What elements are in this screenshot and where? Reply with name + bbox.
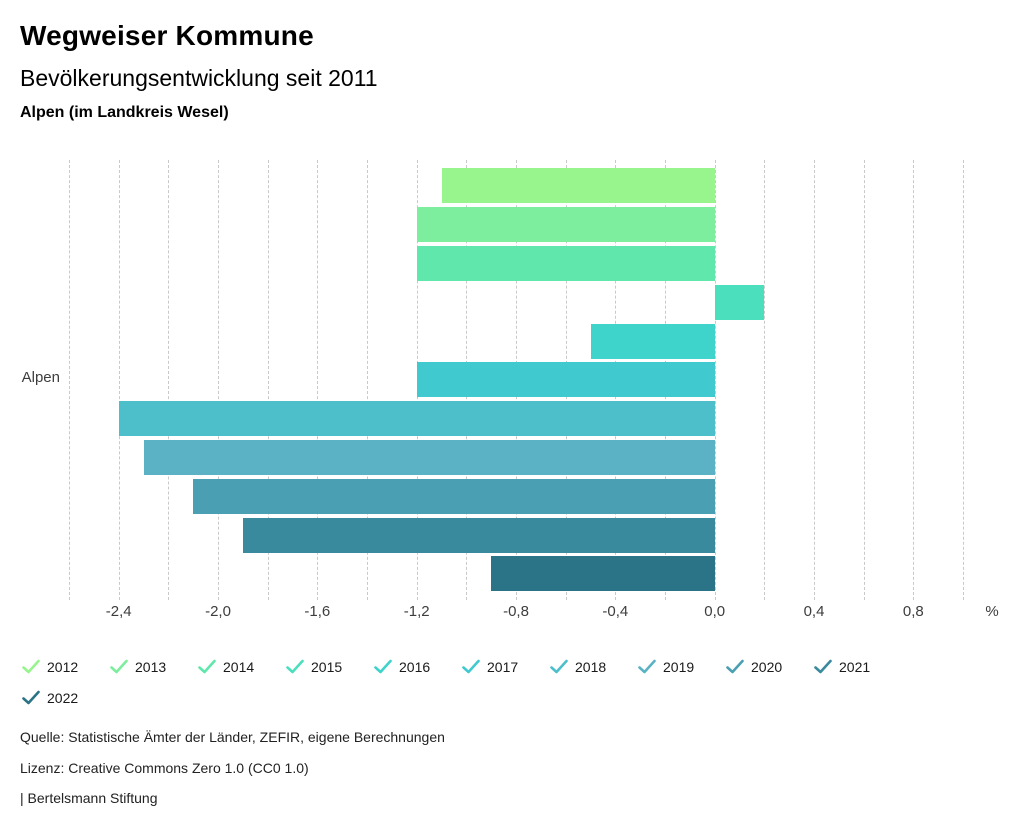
x-tick-label: -2,0 (205, 603, 231, 620)
legend-year-label: 2015 (311, 658, 343, 675)
legend-year-label: 2013 (135, 658, 167, 675)
legend-item-2015[interactable]: 2015 (286, 651, 374, 682)
check-icon (726, 659, 744, 674)
gridline (267, 160, 269, 600)
gridline (913, 160, 915, 600)
legend-item-2021[interactable]: 2021 (814, 651, 902, 682)
x-tick-label: 0,8 (902, 603, 924, 620)
bar-chart-plot-area (69, 160, 964, 600)
check-icon (638, 659, 656, 674)
source-text: Quelle: Statistische Ämter der Länder, Z… (20, 729, 445, 745)
legend-year-label: 2012 (47, 658, 79, 675)
bar-2014[interactable] (416, 245, 715, 281)
legend: 2012 2013 2014 2015 2016 2017 2018 2019 2020 2021… (22, 651, 922, 713)
bar-2013[interactable] (416, 207, 715, 243)
x-tick-label: -0,4 (602, 603, 629, 620)
check-icon (814, 659, 832, 674)
legend-item-2012[interactable]: 2012 (22, 651, 110, 682)
bar-2015[interactable] (714, 284, 765, 320)
x-tick-label: 0,0 (704, 603, 726, 620)
gridline (218, 160, 219, 600)
legend-year-label: 2017 (487, 658, 519, 675)
check-icon (198, 659, 216, 674)
x-tick-label: -2,4 (105, 603, 132, 620)
gridline (814, 160, 815, 600)
chart-title: Bevölkerungsentwicklung seit 2011 (20, 65, 378, 91)
bar-2020[interactable] (193, 478, 715, 514)
gridline (317, 160, 319, 600)
x-tick-label: -1,6 (304, 603, 331, 620)
check-icon (286, 659, 304, 674)
gridline (168, 160, 170, 600)
bar-2018[interactable] (118, 401, 715, 437)
check-icon (374, 659, 392, 674)
legend-year-label: 2014 (223, 658, 255, 675)
y-axis-category-label: Alpen (21, 369, 60, 386)
x-tick-label: -0,8 (503, 603, 529, 620)
bar-2022[interactable] (491, 556, 715, 592)
legend-year-label: 2016 (399, 658, 431, 675)
legend-item-2022[interactable]: 2022 (22, 682, 110, 713)
bar-2021[interactable] (242, 517, 715, 553)
gridline (69, 160, 70, 600)
x-axis-unit: % (985, 603, 999, 620)
legend-year-label: 2019 (663, 658, 695, 675)
legend-item-2016[interactable]: 2016 (374, 651, 462, 682)
gridline (367, 160, 368, 600)
x-axis: % -2,4 -2,0 -1,6 -1,2 -0,8 -0,4 0,0 0,4 0,8 (69, 603, 1024, 623)
legend-year-label: 2022 (47, 689, 79, 706)
page-title: Wegweiser Kommune (20, 20, 314, 51)
gridline (963, 160, 964, 600)
gridline (714, 160, 716, 600)
x-tick-label: 0,4 (803, 603, 825, 620)
legend-item-2013[interactable]: 2013 (110, 651, 198, 682)
legend-year-label: 2021 (839, 658, 871, 675)
gridline (118, 160, 120, 600)
chart-location-label: Alpen (im Landkreis Wesel) (20, 104, 229, 121)
x-tick-label: -1,2 (403, 603, 430, 620)
check-icon (22, 690, 40, 705)
legend-year-label: 2018 (575, 658, 607, 675)
legend-item-2017[interactable]: 2017 (462, 651, 550, 682)
bar-2019[interactable] (143, 439, 715, 475)
legend-item-2014[interactable]: 2014 (198, 651, 286, 682)
check-icon (550, 659, 568, 674)
attribution-text: | Bertelsmann Stiftung (20, 790, 158, 806)
bar-2017[interactable] (416, 362, 715, 398)
legend-item-2018[interactable]: 2018 (550, 651, 638, 682)
legend-item-2019[interactable]: 2019 (638, 651, 726, 682)
legend-year-label: 2020 (751, 658, 783, 675)
bar-2016[interactable] (590, 323, 715, 359)
bar-2012[interactable] (441, 168, 715, 204)
gridline (764, 160, 766, 600)
license-text: Lizenz: Creative Commons Zero 1.0 (CC0 1… (20, 760, 309, 776)
legend-item-2020[interactable]: 2020 (726, 651, 814, 682)
check-icon (110, 659, 128, 674)
check-icon (462, 659, 480, 674)
check-icon (22, 659, 40, 674)
gridline (863, 160, 865, 600)
